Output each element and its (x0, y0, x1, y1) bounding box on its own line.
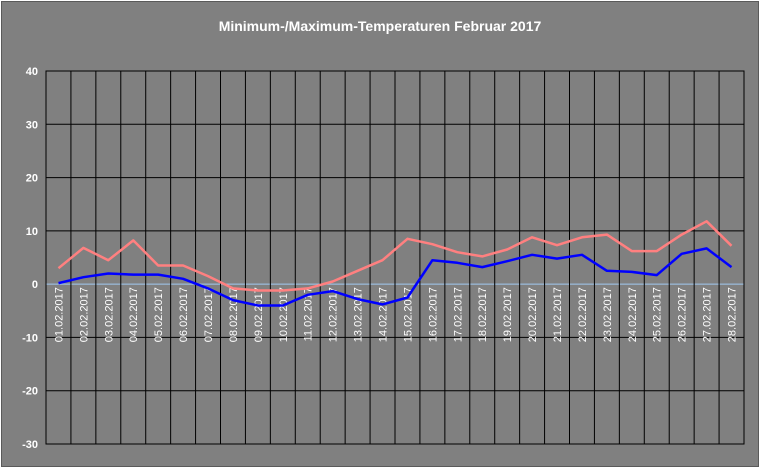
x-tick-label: 20.02.2017 (527, 287, 539, 342)
x-tick-label: 25.02.2017 (652, 287, 664, 342)
y-tick-label: -20 (22, 386, 38, 398)
y-tick-label: 0 (32, 279, 38, 291)
y-tick-label: 30 (26, 119, 38, 131)
plot-border (45, 70, 745, 445)
y-tick-label: -10 (22, 332, 38, 344)
x-tick-label: 11.02.2017 (303, 287, 315, 341)
x-tick-label: 03.02.2017 (103, 287, 115, 342)
y-tick-label: 20 (26, 173, 38, 185)
x-tick-label: 02.02.2017 (78, 287, 90, 342)
x-tick-label: 10.02.2017 (278, 287, 290, 342)
y-tick-label: 10 (26, 226, 38, 238)
x-tick-label: 18.02.2017 (477, 287, 489, 342)
x-tick-label: 17.02.2017 (452, 287, 464, 342)
x-tick-label: 23.02.2017 (602, 287, 614, 342)
x-tick-label: 14.02.2017 (378, 287, 390, 342)
x-tick-label: 16.02.2017 (427, 287, 439, 342)
x-tick-label: 22.02.2017 (577, 287, 589, 342)
chart-title: Minimum-/Maximum-Temperaturen Februar 20… (218, 18, 542, 34)
x-tick-label: 06.02.2017 (178, 287, 190, 342)
x-tick-label: 04.02.2017 (128, 287, 140, 342)
x-tick-label: 19.02.2017 (502, 287, 514, 342)
y-tick-label: 40 (26, 66, 38, 78)
x-tick-label: 09.02.2017 (253, 287, 265, 342)
series-line-max (57, 220, 733, 292)
x-tick-label: 05.02.2017 (153, 287, 165, 342)
series-line-min (58, 247, 733, 307)
x-tick-label: 27.02.2017 (702, 287, 714, 342)
x-tick-label: 21.02.2017 (552, 287, 564, 342)
x-tick-label: 26.02.2017 (677, 287, 689, 342)
x-tick-label: 15.02.2017 (402, 287, 414, 342)
x-tick-label: 13.02.2017 (353, 287, 365, 342)
x-tick-label: 01.02.2017 (53, 287, 65, 342)
x-tick-label: 12.02.2017 (328, 287, 340, 342)
x-tick-label: 24.02.2017 (627, 287, 639, 342)
x-tick-label: 07.02.2017 (203, 287, 215, 342)
y-tick-label: -30 (22, 439, 38, 451)
x-tick-label: 28.02.2017 (727, 287, 739, 342)
x-tick-label: 08.02.2017 (228, 287, 240, 342)
